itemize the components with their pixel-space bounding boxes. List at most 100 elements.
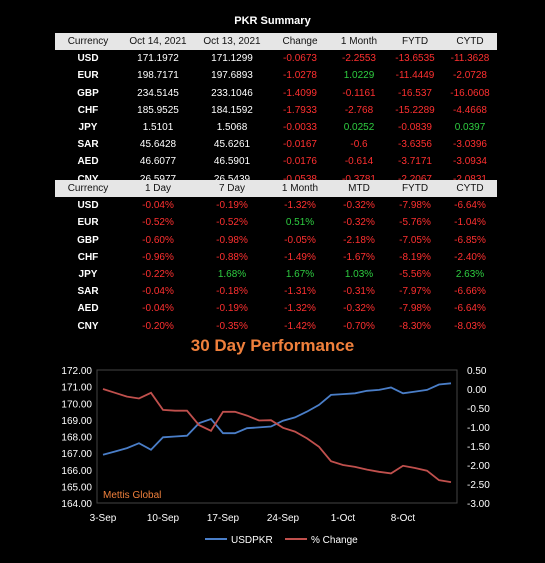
plot-area [96,369,458,504]
y-left-tick-label: 171.00 [61,383,92,394]
value-cell: -0.98% [216,234,248,246]
y-right-tick-label: -3.00 [467,499,490,510]
currency-cell: JPY [78,122,98,134]
series-line-usdpkr [102,382,452,456]
value-cell: -0.614 [344,156,374,168]
value-cell: -1.32% [284,200,316,212]
x-tick-label: 24-Sep [267,513,300,524]
value-cell: -7.05% [399,234,431,246]
x-tick-label: 3-Sep [90,513,117,524]
table-row: JPY 1.5101 1.5068 -0.0033 0.0252 -0.0839 0.039… [55,119,497,136]
y-left-tick-label: 165.00 [61,482,92,493]
x-tick-label: 10-Sep [147,513,180,524]
y-right-tick-label: 0.50 [467,366,487,377]
table-row: GBP -0.60% -0.98% -0.05% -2.18% -7.05% -6.85% [55,232,497,249]
currency-cell: CHF [77,251,99,263]
value-cell: 1.03% [344,269,374,281]
value-cell: -11.4449 [395,70,435,82]
value-cell: -0.35% [216,320,248,332]
value-cell: -0.0033 [283,122,317,134]
currency-cell: EUR [77,70,99,82]
y-left-tick-label: 164.00 [61,499,92,510]
column-header: FYTD [387,33,443,51]
currency-cell: CHF [77,104,99,116]
table-row: AED 46.6077 46.5901 -0.0176 -0.614 -3.7171 -3.… [55,153,497,170]
value-cell: -0.05% [284,234,316,246]
value-cell: -16.537 [398,87,432,99]
page-title: PKR Summary [234,15,311,27]
value-cell: -1.7933 [283,104,317,116]
chart-title: 30 Day Performance [190,336,355,355]
table-row: SAR -0.04% -0.18% -1.31% -0.31% -7.97% -6.66% [55,283,497,300]
value-cell: -13.6535 [395,53,435,65]
value-cell: -0.60% [142,234,174,246]
column-header: FYTD [387,180,443,198]
value-cell: 26.5977 [121,171,195,188]
value-cell: 171.1299 [211,53,253,65]
value-cell: -0.20% [142,320,174,332]
value-cell: -0.19% [216,303,248,315]
y-right-tick-label: -2.50 [467,480,490,491]
value-cell: -3.6356 [398,139,432,151]
y-left-tick-label: 167.00 [61,449,92,460]
column-header: Oct 13, 2021 [195,33,269,51]
legend-label-change: % Change [311,535,358,546]
value-cell: -6.64% [454,200,486,212]
table-row: JPY -0.22% 1.68% 1.67% 1.03% -5.56% 2.63% [55,266,497,283]
value-cell: -0.32% [343,217,375,229]
value-cell: -1.4099 [283,87,317,99]
table-row: SAR 45.6428 45.6261 -0.0167 -0.6 -3.6356 -3.03… [55,136,497,153]
pkr-performance-table: Currency 1 Day 7 Day 1 Month MTD FYTD CYTD USD… [55,180,497,335]
value-cell: -8.30% [399,320,431,332]
value-cell: -1.49% [284,251,316,263]
value-cell: 198.7171 [137,70,179,82]
column-header: 7 Day [195,180,269,198]
column-header: Oct 14, 2021 [121,33,195,51]
y-left-tick-label: 169.00 [61,416,92,427]
value-cell: -2.0831 [443,171,497,188]
x-tick-label: 17-Sep [207,513,240,524]
y-left-tick-label: 172.00 [61,366,92,377]
value-cell: -0.19% [216,200,248,212]
value-cell: -6.66% [454,286,486,298]
currency-cell: CNY [55,171,121,188]
column-header: 1 Month [269,180,331,198]
value-cell: 45.6261 [213,139,251,151]
currency-cell: JPY [78,269,98,281]
value-cell: 1.0229 [343,70,375,82]
value-cell: -0.52% [216,217,248,229]
column-header: Currency [55,180,121,198]
value-cell: -4.4668 [453,104,487,116]
value-cell: -0.04% [142,200,174,212]
watermark: Mettis Global [103,490,161,501]
value-cell: -5.76% [399,217,431,229]
value-cell: -2.18% [343,234,375,246]
table-row: CHF -0.96% -0.88% -1.49% -1.67% -8.19% -2.40% [55,249,497,266]
value-cell: 2.63% [455,269,485,281]
y-right-tick-label: 0.00 [467,385,487,396]
value-cell: 1.5068 [216,122,248,134]
value-cell: 185.9525 [137,104,179,116]
column-header: 1 Day [121,180,195,198]
value-cell: -2.768 [344,104,374,116]
y-right-tick-label: -2.00 [467,461,490,472]
value-cell: -0.18% [216,286,248,298]
value-cell: 1.68% [217,269,247,281]
series-line-change [102,388,452,483]
currency-cell: USD [77,200,99,212]
value-cell: -2.0728 [453,70,487,82]
y-right-tick-label: -1.00 [467,423,490,434]
value-cell: -3.0396 [453,139,487,151]
value-cell: -2.2553 [342,53,376,65]
column-header: CYTD [443,180,497,198]
table-row: USD -0.04% -0.19% -1.32% -0.32% -7.98% -6.64% [55,197,497,214]
value-cell: 171.1972 [137,53,179,65]
value-cell: -0.70% [343,320,375,332]
value-cell: -7.98% [399,303,431,315]
value-cell: -0.32% [343,200,375,212]
value-cell: -2.2067 [387,171,443,188]
value-cell: -0.0538 [269,171,331,188]
value-cell: -0.32% [343,303,375,315]
value-cell: 1.5101 [142,122,174,134]
value-cell: -0.22% [142,269,174,281]
